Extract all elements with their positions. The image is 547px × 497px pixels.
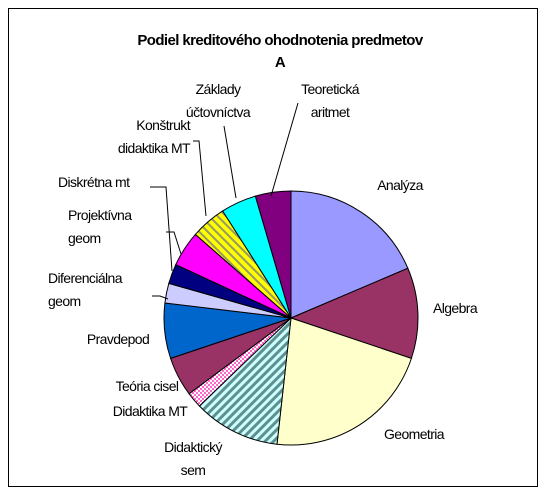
slice-label: Pravdepod — [87, 331, 149, 347]
slice-label: Geometria — [384, 426, 445, 442]
slice-label: Teoretická aritmet — [301, 81, 360, 120]
leader-line — [150, 186, 173, 272]
slice-label: Diferenciálna geom — [48, 270, 123, 309]
pie-slice — [290, 190, 409, 319]
pie-slice — [254, 190, 292, 319]
slice-label: Teória cisel — [116, 378, 179, 394]
slice-label: Analýza — [377, 177, 423, 193]
leader-line — [152, 295, 169, 300]
leader-line — [270, 102, 299, 197]
chart-title: Podiel kreditového ohodnotenia predmetov… — [137, 32, 423, 71]
leader-line — [223, 125, 237, 199]
pie-slice — [289, 267, 419, 360]
pie-slice — [276, 317, 413, 446]
slice-label: Diskrétna mt — [58, 174, 130, 190]
leader-line — [166, 231, 182, 255]
slice-label: Didaktický sem — [164, 439, 222, 478]
leader-line — [193, 140, 207, 217]
slice-label: Didaktika MT — [113, 403, 189, 419]
slice-label: Projektívna geom — [68, 207, 132, 246]
slice-label: Základy účtovníctva — [186, 81, 251, 120]
pie-slice — [198, 316, 292, 445]
slice-label: Algebra — [433, 300, 478, 316]
slice-label: Konštrukt didaktika MT — [118, 117, 191, 156]
